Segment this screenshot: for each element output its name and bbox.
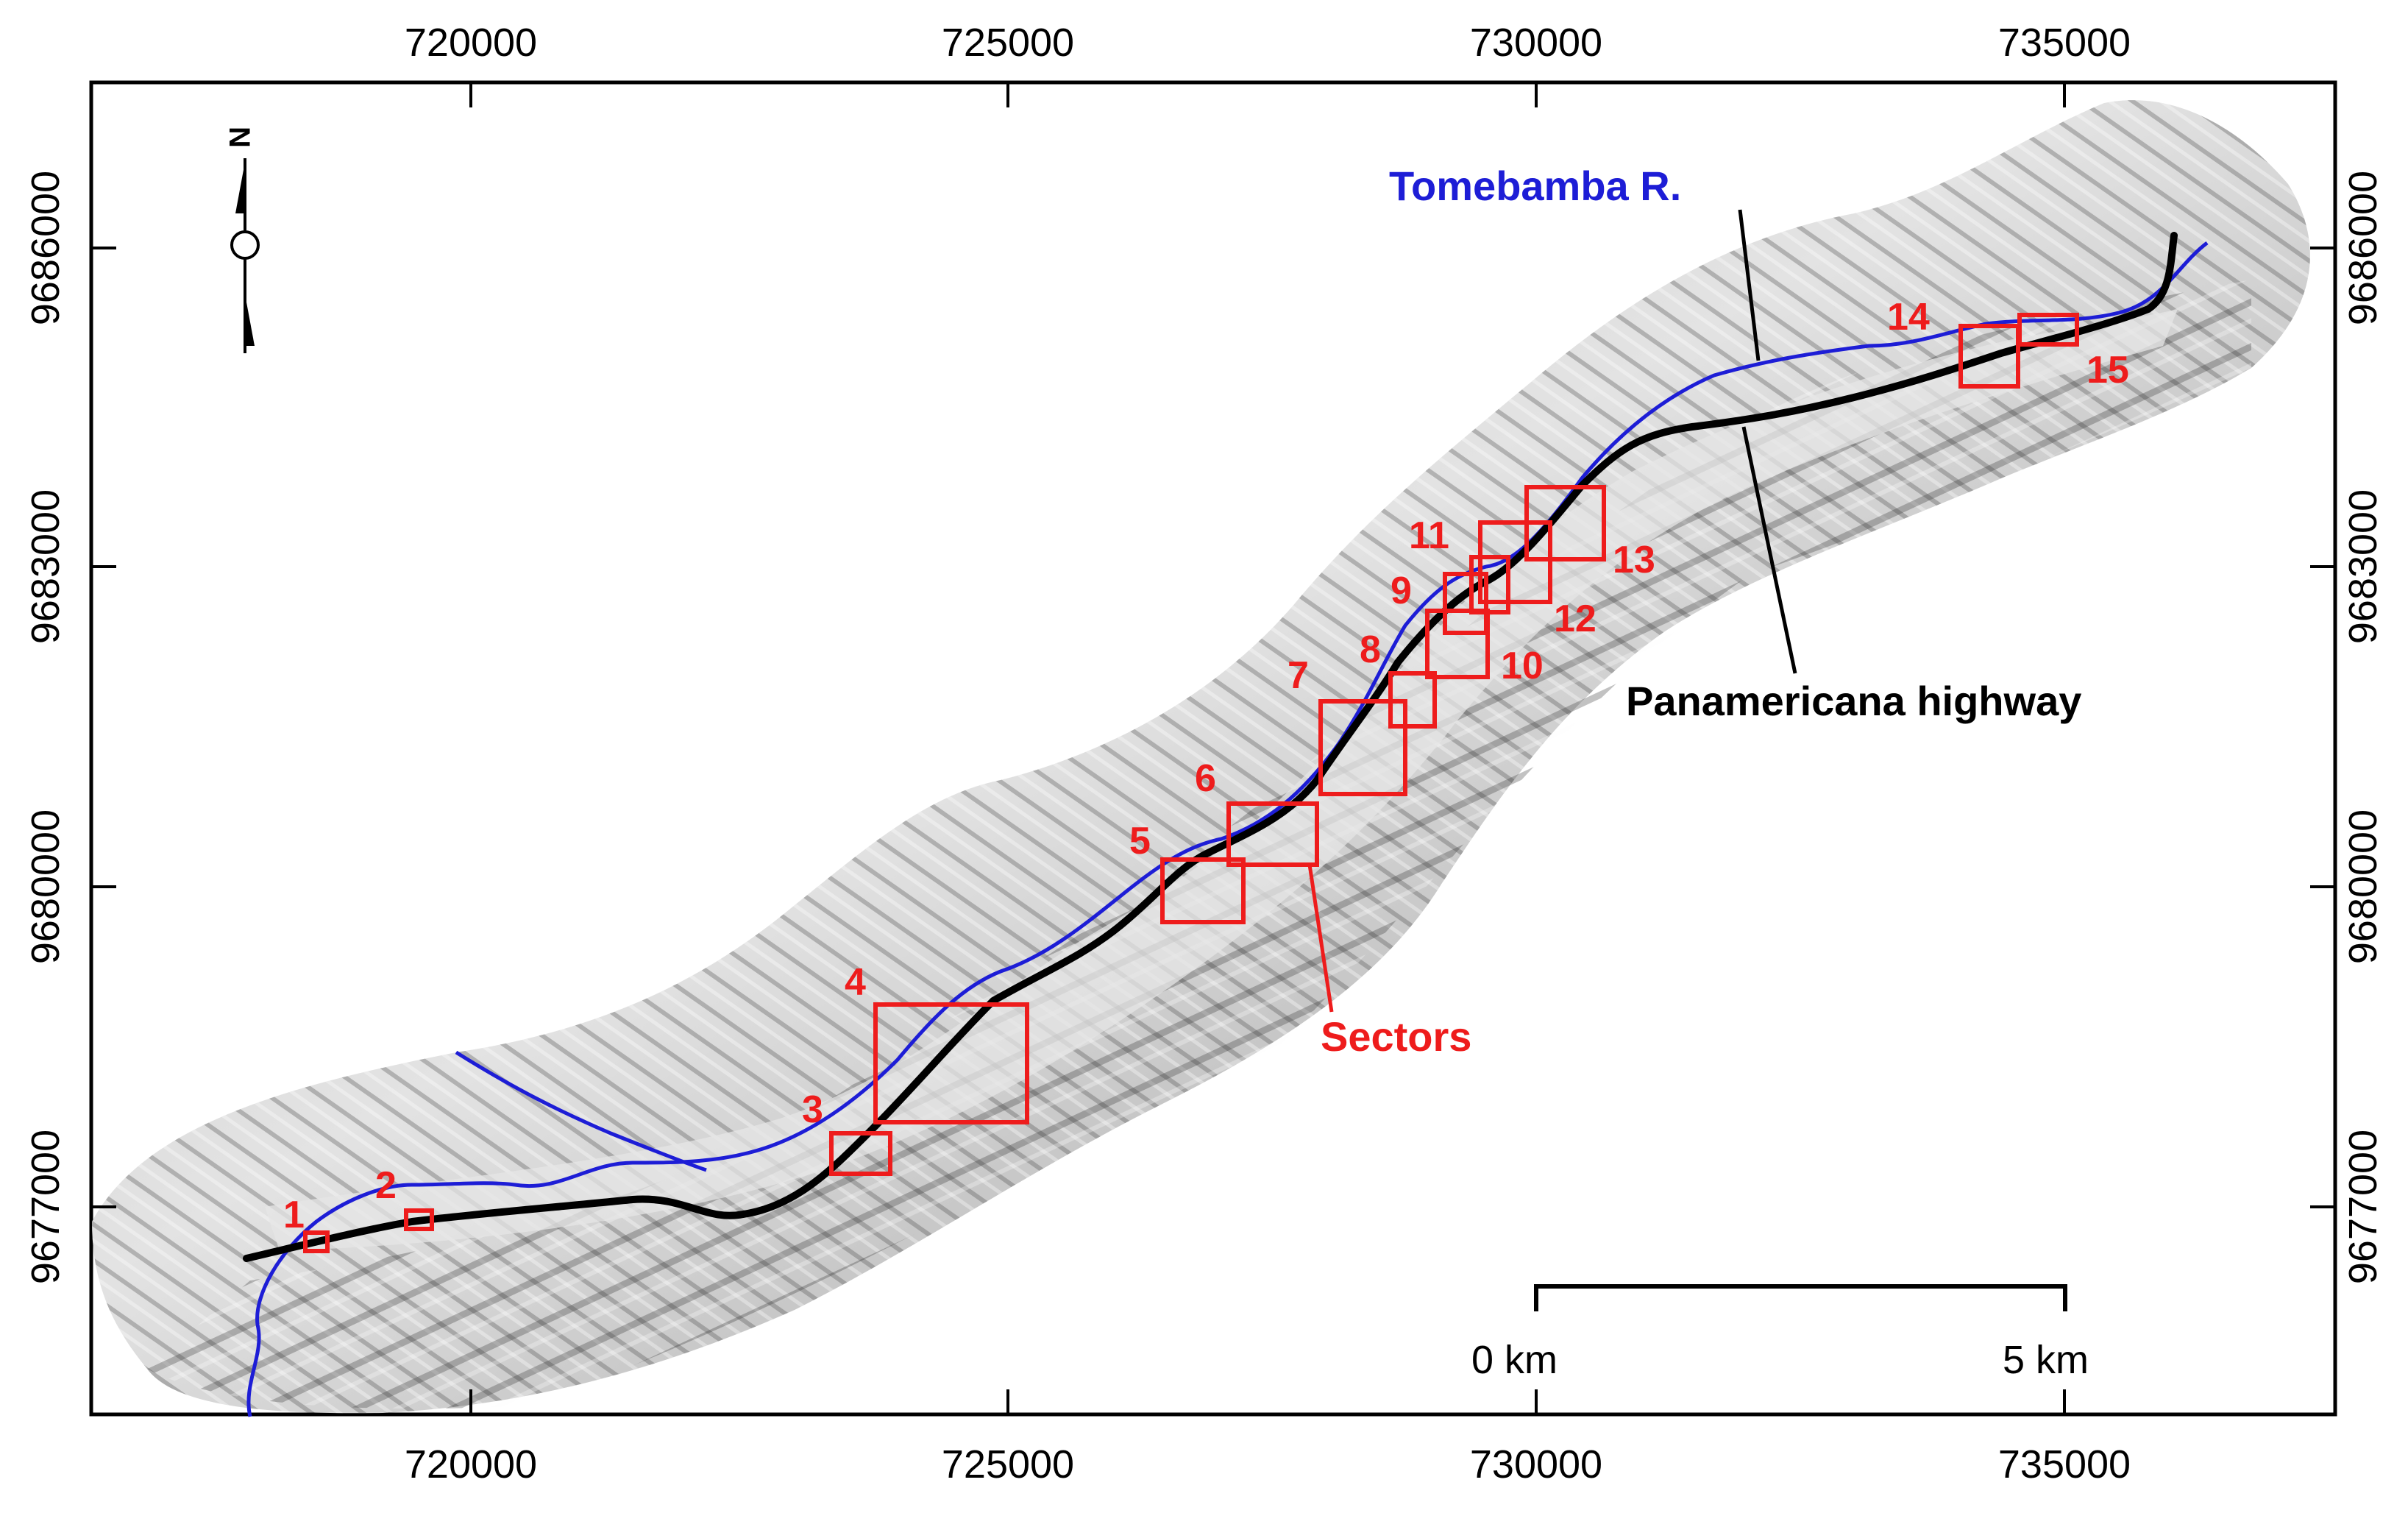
sector-label-4: 4 (845, 961, 866, 1004)
sector-label-2: 2 (375, 1164, 397, 1207)
sector-label-12: 12 (1554, 598, 1597, 640)
sector-2-box (404, 1208, 434, 1231)
sector-11-box (1469, 555, 1510, 614)
scale-end-label: 5 km (2003, 1338, 2089, 1382)
left-axis (91, 247, 116, 1208)
river-tomebamba (246, 241, 2209, 1417)
river-leader-line (1738, 209, 1761, 361)
left-tick-9683000: 9683000 (24, 489, 68, 644)
highway-leader-line (1741, 426, 1797, 674)
sector-13-box (1524, 485, 1606, 561)
sector-5-box (1160, 857, 1246, 924)
top-tick-730000: 730000 (1470, 21, 1602, 65)
sector-label-7: 7 (1288, 654, 1309, 697)
sector-6-box (1226, 801, 1319, 867)
sector-label-8: 8 (1360, 628, 1381, 671)
right-tick-9677000: 9677000 (2341, 1130, 2385, 1284)
sector-label-15: 15 (2086, 349, 2129, 392)
north-label: N (223, 127, 255, 148)
right-tick-9680000: 9680000 (2341, 809, 2385, 964)
bottom-axis (469, 1389, 2066, 1414)
sector-10-box (1425, 609, 1490, 679)
sector-8-box (1388, 671, 1437, 729)
sectors-group (303, 313, 2079, 1253)
sector-label-13: 13 (1613, 539, 1655, 581)
scale-start-label: 0 km (1471, 1338, 1558, 1382)
top-tick-720000: 720000 (405, 21, 537, 65)
sector-4-box (873, 1002, 1029, 1124)
river-label: Tomebamba R. (1389, 163, 1681, 209)
right-tick-9686000: 9686000 (2341, 171, 2385, 325)
sector-3-box (829, 1131, 892, 1176)
sector-1-box (303, 1230, 330, 1253)
sector-label-3: 3 (802, 1088, 823, 1131)
top-tick-725000: 725000 (942, 21, 1074, 65)
top-axis (469, 82, 2066, 107)
right-tick-9683000: 9683000 (2341, 489, 2385, 644)
north-arrow: N (223, 127, 260, 353)
left-tick-9677000: 9677000 (24, 1130, 68, 1284)
sectors-label: Sectors (1321, 1013, 1471, 1060)
left-tick-9680000: 9680000 (24, 809, 68, 964)
sectors-leader-line (1307, 864, 1334, 1013)
sector-label-11: 11 (1409, 514, 1449, 557)
bottom-tick-735000: 735000 (1998, 1442, 2131, 1487)
sector-14-box (1958, 324, 2020, 389)
top-tick-735000: 735000 (1998, 21, 2131, 65)
sector-label-5: 5 (1129, 820, 1151, 862)
scale-bar: 0 km 5 km (1471, 1284, 2089, 1382)
bottom-tick-730000: 730000 (1470, 1442, 1602, 1487)
sector-label-10: 10 (1501, 645, 1544, 687)
highway-label: Panamericana highway (1626, 678, 2081, 724)
sector-15-box (2017, 313, 2079, 347)
sector-12-box (1478, 520, 1552, 604)
sector-label-1: 1 (283, 1194, 305, 1236)
bottom-tick-720000: 720000 (405, 1442, 537, 1487)
sector-labels: 1 2 3 4 5 6 7 8 9 10 11 12 13 14 15 (283, 296, 2129, 1236)
bottom-tick-725000: 725000 (942, 1442, 1074, 1487)
sector-7-box (1318, 699, 1407, 796)
left-tick-9686000: 9686000 (24, 171, 68, 325)
sector-label-14: 14 (1887, 296, 1930, 339)
sector-label-6: 6 (1195, 757, 1216, 800)
hillshade-relief (92, 100, 2310, 1414)
map-frame (89, 80, 2337, 1417)
right-axis (2310, 247, 2335, 1208)
sector-label-9: 9 (1391, 570, 1412, 612)
